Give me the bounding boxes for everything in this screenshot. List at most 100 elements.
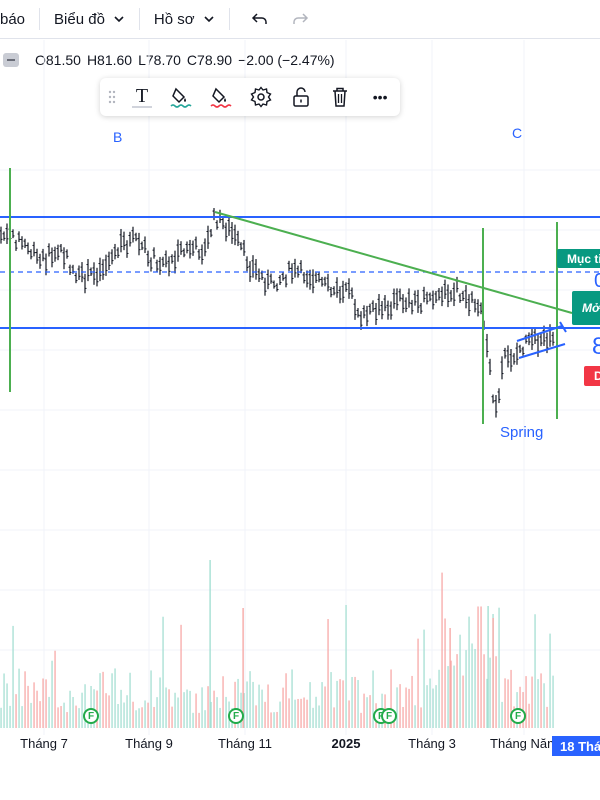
time-axis-label: Tháng 9 (125, 736, 173, 751)
fill-color-button[interactable] (201, 78, 241, 116)
text-icon: T (131, 85, 152, 108)
volume-bar (66, 712, 68, 728)
volume-bar (192, 712, 194, 728)
undo-button[interactable] (244, 0, 276, 38)
volume-bar (195, 693, 197, 728)
volume-bar (465, 650, 467, 728)
volume-bar (126, 695, 128, 728)
wave-label-c[interactable]: C (512, 125, 523, 141)
volume-bar (198, 712, 200, 728)
collapse-legend-button[interactable] (3, 53, 19, 67)
lock-button[interactable] (281, 78, 321, 116)
event-marker[interactable]: F (510, 708, 526, 724)
top-toolbar: báo Biểu đồ Hồ sơ (0, 0, 600, 39)
volume-bar (153, 706, 155, 728)
volume-bar (360, 712, 362, 728)
volume-bar (507, 679, 509, 728)
volume-bar (204, 710, 206, 728)
minus-icon (7, 59, 15, 61)
volume-bars (0, 560, 554, 728)
more-icon: ••• (372, 89, 388, 105)
volume-bar (543, 683, 545, 728)
ohlc-high: H81.60 (86, 52, 133, 68)
event-marker[interactable]: F (83, 708, 99, 724)
volume-bar (333, 707, 335, 728)
volume-bar (242, 608, 244, 728)
volume-bar (321, 682, 323, 728)
volume-bar (225, 696, 227, 728)
volume-bar (30, 702, 32, 728)
chart-menu-button[interactable]: Biểu đồ (54, 0, 125, 38)
volume-bar (486, 678, 488, 728)
volume-bar (531, 676, 533, 728)
settings-button[interactable] (241, 78, 281, 116)
volume-bar (441, 572, 443, 728)
volume-bar (57, 707, 59, 728)
volume-bar (411, 675, 413, 728)
open-tag-label: Mở (582, 301, 600, 315)
volume-bar (246, 681, 248, 728)
volume-bar (318, 705, 320, 728)
volume-bar (45, 679, 47, 728)
alerts-label: báo (0, 10, 26, 28)
volume-bar (444, 618, 446, 728)
toolbar-divider (138, 8, 140, 30)
text-button[interactable]: T (122, 78, 162, 116)
volume-bar (399, 684, 401, 728)
volume-bar (150, 670, 152, 728)
fill-color-icon (210, 87, 232, 108)
redo-button[interactable] (284, 0, 316, 38)
alerts-menu[interactable]: báo (0, 0, 25, 38)
delete-icon (333, 87, 348, 107)
line-color-button[interactable] (162, 78, 202, 116)
volume-bar (435, 685, 437, 728)
volume-bar (273, 712, 275, 728)
event-marker[interactable]: F (228, 708, 244, 724)
target-tag-label: Mục tiêu (567, 251, 600, 266)
volume-bar (222, 676, 224, 728)
redo-icon (292, 13, 308, 24)
volume-bar (96, 690, 98, 728)
volume-bar (18, 668, 20, 728)
volume-bar (63, 702, 65, 728)
volume-bar (252, 681, 254, 728)
volume-bar (132, 701, 134, 728)
volume-bar (147, 702, 149, 728)
wave-label-b[interactable]: B (113, 129, 123, 145)
volume-bar (495, 656, 497, 728)
volume-bar (27, 685, 29, 728)
volume-bar (492, 614, 494, 728)
volume-bar (297, 698, 299, 728)
volume-bar (300, 698, 302, 728)
volume-bar (219, 707, 221, 728)
volume-bar (540, 673, 542, 728)
volume-bar (12, 625, 14, 728)
volume-bar (0, 707, 2, 728)
volume-bar (3, 673, 5, 728)
chevron-down-icon (114, 16, 124, 23)
time-axis[interactable]: Tháng 7 Tháng 9 Tháng 11 2025 Tháng 3 Th… (0, 736, 600, 754)
volume-bar (189, 690, 191, 728)
volume-bar (114, 668, 116, 728)
volume-bar (291, 669, 293, 728)
volume-bar (552, 675, 554, 728)
delete-button[interactable] (321, 78, 361, 116)
volume-bar (21, 706, 23, 728)
grip-icon[interactable] (102, 78, 122, 116)
volume-bar (123, 702, 125, 728)
volume-bar (6, 683, 8, 728)
chart-grid (0, 40, 600, 735)
volume-bar (525, 676, 527, 728)
volume-bar (15, 694, 17, 728)
volume-bar (72, 696, 74, 728)
volume-bar (468, 616, 470, 728)
spring-label[interactable]: Spring (500, 424, 544, 441)
volume-bar (48, 696, 50, 728)
volume-bar (99, 673, 101, 728)
more-button[interactable]: ••• (360, 78, 400, 116)
volume-bar (537, 679, 539, 728)
volume-bar (255, 705, 257, 728)
profile-menu-button[interactable]: Hồ sơ (154, 0, 215, 38)
event-marker[interactable]: F (381, 708, 397, 724)
